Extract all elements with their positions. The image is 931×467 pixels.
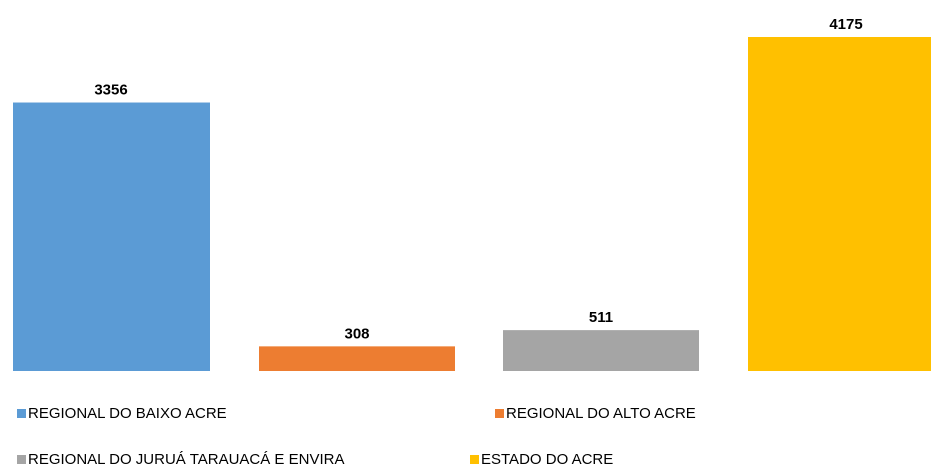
bar [259, 346, 455, 371]
data-label: 308 [344, 325, 369, 342]
bar [748, 37, 931, 371]
legend-label: REGIONAL DO ALTO ACRE [506, 405, 696, 422]
data-label: 3356 [94, 81, 127, 98]
legend-swatch [470, 455, 479, 464]
legend-swatch [17, 455, 26, 464]
legend-swatch [17, 409, 26, 418]
legend-label: REGIONAL DO BAIXO ACRE [28, 405, 227, 422]
bar [13, 102, 210, 372]
data-label: 4175 [829, 16, 862, 33]
legend-label: ESTADO DO ACRE [481, 451, 613, 467]
legend-label: REGIONAL DO JURUÁ TARAUACÁ E ENVIRA [28, 451, 344, 467]
bar [503, 330, 699, 371]
data-label: 511 [589, 309, 613, 326]
legend-swatch [495, 409, 504, 418]
